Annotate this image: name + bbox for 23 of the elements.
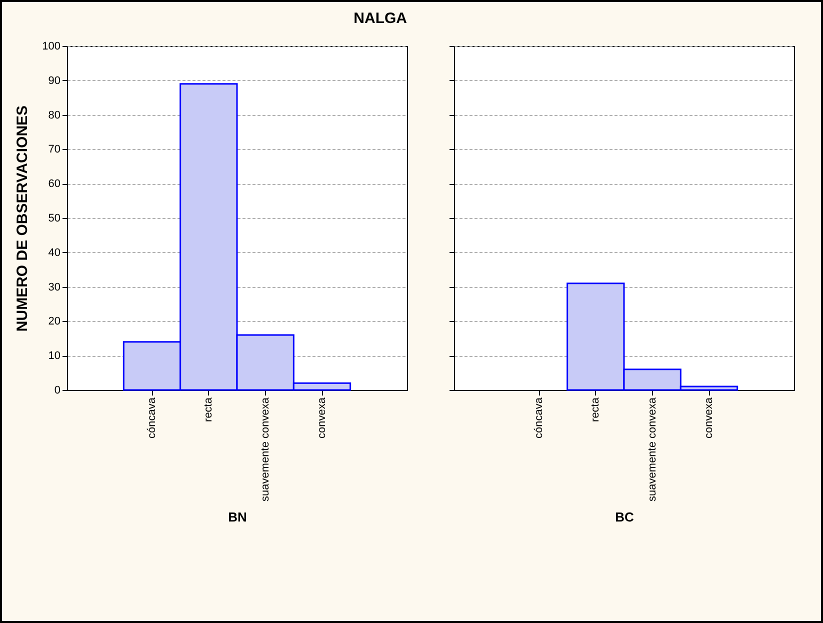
x-tick-label: cóncava xyxy=(146,396,158,438)
x-tick-label: recta xyxy=(590,396,602,422)
x-tick-label: recta xyxy=(202,396,215,422)
x-tick-label: suavemente convexa xyxy=(646,396,658,502)
y-tick-label: 100 xyxy=(42,40,60,52)
y-tick-label: 50 xyxy=(48,212,60,224)
y-axis-title: NUMERO DE OBSERVACIONES xyxy=(14,105,32,332)
y-tick-label: 0 xyxy=(54,384,60,396)
x-tick-label: cóncava xyxy=(533,396,545,438)
y-tick-label: 20 xyxy=(48,316,60,328)
y-tick-label: 70 xyxy=(48,144,60,156)
y-tick-label: 30 xyxy=(48,281,60,294)
y-tick-label: 10 xyxy=(48,350,60,362)
x-axis-title: BC xyxy=(615,509,634,524)
chart-title: NALGA xyxy=(354,10,408,27)
y-tick-label: 90 xyxy=(48,74,60,87)
y-tick-label: 40 xyxy=(48,246,60,259)
x-tick-label: convexa xyxy=(316,396,328,438)
x-axis-title: BN xyxy=(228,509,247,524)
y-tick-label: 80 xyxy=(48,109,60,122)
x-tick-label: suavemente convexa xyxy=(259,396,272,502)
y-tick-label: 60 xyxy=(48,178,60,190)
x-tick-label: convexa xyxy=(703,396,715,438)
